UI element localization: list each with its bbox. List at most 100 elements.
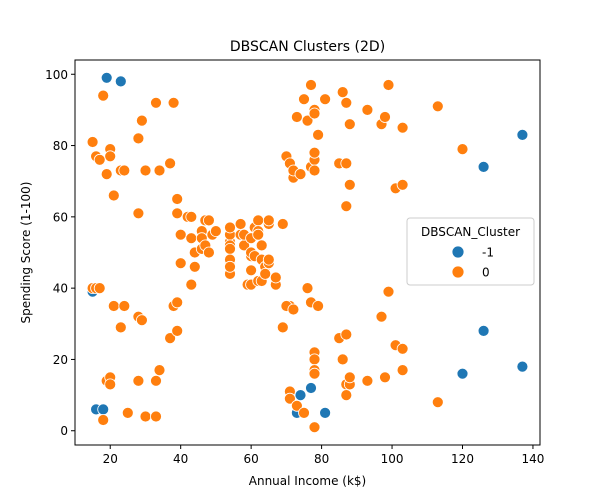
chart-title: DBSCAN Clusters (2D) xyxy=(230,39,385,55)
data-point-s1-104 xyxy=(396,121,409,134)
data-point-s1-33 xyxy=(202,214,215,227)
data-point-s1-62 xyxy=(255,239,268,252)
data-point-s1-11 xyxy=(132,207,145,220)
y-tick-label: 100 xyxy=(45,68,68,82)
data-point-s0-4 xyxy=(97,403,110,416)
data-point-s1-13 xyxy=(139,164,152,177)
data-point-s1-36 xyxy=(209,225,222,238)
data-point-s1-12 xyxy=(135,114,148,127)
y-axis: 0 20 40 60 80 100 xyxy=(45,68,75,438)
data-point-s1-159 xyxy=(431,396,444,409)
data-point-s1-87 xyxy=(308,107,321,120)
data-point-s1-101 xyxy=(379,111,391,123)
data-point-s1-14 xyxy=(150,96,162,109)
data-point-s1-68 xyxy=(262,214,275,227)
data-point-s0-13 xyxy=(516,128,529,141)
legend-box xyxy=(406,217,535,286)
data-point-s1-27 xyxy=(188,260,201,273)
data-point-s1-137 xyxy=(301,282,314,295)
data-point-s1-136 xyxy=(298,406,310,419)
data-point-s1-23 xyxy=(185,210,198,223)
data-point-s1-16 xyxy=(164,157,177,170)
x-tick-label: 120 xyxy=(451,452,474,466)
data-point-s1-72 xyxy=(269,271,282,284)
data-point-s0-12 xyxy=(477,160,490,173)
legend-title: DBSCAN_Cluster xyxy=(421,225,520,239)
data-point-s1-40 xyxy=(224,221,236,234)
data-point-s1-73 xyxy=(276,218,289,230)
data-point-s1-146 xyxy=(336,353,349,366)
data-point-s1-93 xyxy=(336,86,349,98)
legend-marker-cluster-0 xyxy=(451,265,465,279)
data-point-s1-95 xyxy=(340,96,353,109)
data-point-s1-116 xyxy=(118,300,131,312)
data-point-s0-7 xyxy=(305,382,317,394)
x-tick-label: 60 xyxy=(243,452,258,466)
data-point-s1-17 xyxy=(167,96,180,109)
data-point-s0-1 xyxy=(114,75,127,88)
data-point-s1-88 xyxy=(308,146,321,159)
data-point-s1-98 xyxy=(343,118,356,131)
y-axis-label: Spending Score (1-100) xyxy=(19,182,33,324)
data-point-s0-9 xyxy=(456,367,469,380)
data-point-s1-125 xyxy=(164,332,177,345)
data-point-s1-121 xyxy=(139,410,152,423)
data-point-s1-117 xyxy=(121,406,134,419)
data-point-s1-155 xyxy=(382,285,395,298)
data-point-s1-20 xyxy=(174,228,187,241)
legend-marker-noise xyxy=(451,245,465,259)
data-point-s1-45 xyxy=(224,260,236,273)
data-point-s1-120 xyxy=(135,314,148,327)
data-point-s1-152 xyxy=(361,374,374,387)
data-point-s1-15 xyxy=(153,164,166,177)
data-point-s1-82 xyxy=(301,114,314,127)
data-point-s1-90 xyxy=(312,128,325,141)
y-tick-label: 60 xyxy=(53,210,68,224)
data-point-s1-2 xyxy=(93,153,106,166)
x-axis: 20 40 60 80 100 120 140 xyxy=(103,445,545,466)
data-point-s1-151 xyxy=(343,371,356,384)
data-point-s1-149 xyxy=(340,389,353,402)
y-tick-label: 40 xyxy=(53,282,68,296)
data-point-s1-7 xyxy=(107,189,120,202)
data-point-s1-24 xyxy=(185,232,198,245)
data-point-s1-127 xyxy=(171,296,184,309)
x-tick-label: 100 xyxy=(381,452,404,466)
data-point-s1-143 xyxy=(308,421,321,434)
data-point-s1-18 xyxy=(171,207,184,220)
plot-frame xyxy=(74,59,541,446)
data-point-s1-47 xyxy=(234,218,247,230)
data-point-s1-96 xyxy=(340,200,353,213)
data-point-s1-91 xyxy=(319,93,332,106)
data-point-s1-105 xyxy=(396,178,409,191)
data-point-s1-3 xyxy=(97,89,110,102)
data-point-s1-144 xyxy=(312,300,325,312)
data-point-s1-128 xyxy=(171,324,184,337)
y-tick-label: 20 xyxy=(53,353,68,367)
data-point-s1-135 xyxy=(290,399,303,412)
data-point-s1-130 xyxy=(276,321,289,334)
x-tick-label: 140 xyxy=(522,452,545,466)
data-point-s1-124 xyxy=(153,364,166,377)
data-point-s1-140 xyxy=(308,353,321,366)
data-point-s0-11 xyxy=(516,360,529,373)
data-point-s1-42 xyxy=(224,242,236,255)
data-point-s1-123 xyxy=(150,374,162,387)
data-point-s1-153 xyxy=(375,310,388,323)
data-point-s1-53 xyxy=(245,264,258,277)
data-point-s1-99 xyxy=(361,104,374,116)
data-point-s1-113 xyxy=(104,378,117,391)
data-point-s1-106 xyxy=(431,100,444,113)
data-point-s1-83 xyxy=(305,79,317,91)
data-point-s0-10 xyxy=(477,324,490,337)
data-point-s1-21 xyxy=(174,257,187,270)
legend: DBSCAN_Cluster -1 0 xyxy=(406,217,535,286)
data-point-s1-61 xyxy=(252,228,265,241)
data-point-s1-10 xyxy=(132,132,145,145)
data-point-s1-6 xyxy=(104,150,117,163)
data-point-s1-129 xyxy=(97,414,110,426)
data-point-s0-8 xyxy=(319,406,332,419)
data-point-s1-0 xyxy=(86,136,99,148)
data-point-s1-147 xyxy=(340,328,353,341)
